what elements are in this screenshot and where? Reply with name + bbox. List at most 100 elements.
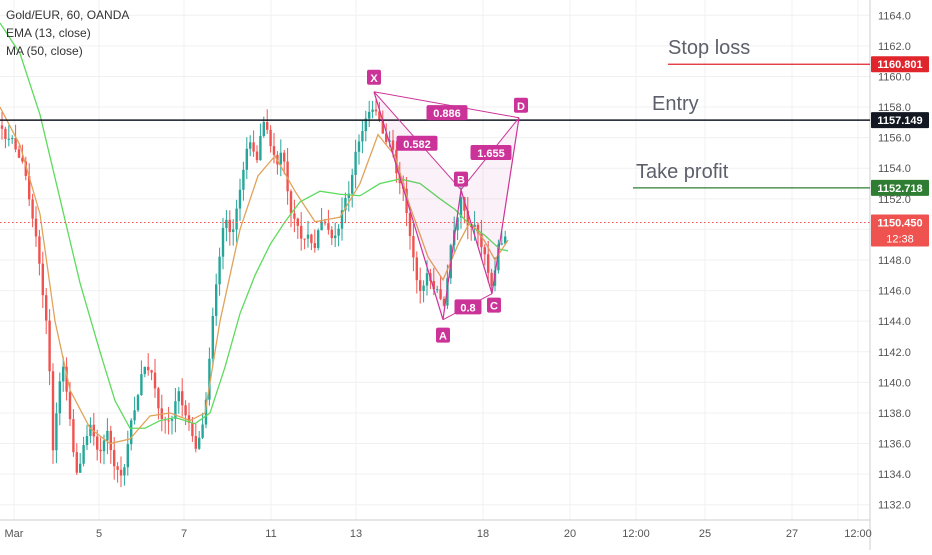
candle-body: [204, 399, 208, 425]
pattern-ratio-label: 0.8: [460, 302, 475, 314]
pattern-point-x: X: [370, 73, 378, 85]
candle-body: [432, 281, 435, 290]
y-tick-label: 1138.0: [878, 408, 911, 420]
y-tick-label: 1136.0: [878, 439, 911, 451]
candle-body: [279, 152, 282, 165]
candle-body: [497, 244, 500, 271]
candle-body: [215, 284, 218, 316]
pattern-point-badge: [454, 171, 468, 187]
candle-body: [89, 424, 92, 437]
candle-body: [82, 445, 85, 464]
candle-body: [500, 243, 503, 245]
candle-body: [320, 221, 323, 231]
x-tick-label: 25: [699, 528, 711, 540]
candle-body: [402, 183, 405, 189]
candle-body: [34, 218, 38, 237]
candle-body: [463, 197, 466, 211]
x-tick-label: Mar: [5, 528, 24, 540]
candle-body: [385, 133, 388, 142]
bar-countdown: 12:38: [886, 234, 914, 246]
candle-body: [106, 430, 109, 441]
pattern-fill-bcd: [461, 117, 519, 294]
y-tick-label: 1152.0: [878, 194, 911, 206]
candle-body: [238, 189, 242, 209]
x-tick-label: 7: [181, 528, 187, 540]
candle-body: [252, 142, 255, 152]
candle-body: [354, 151, 357, 175]
candle-body: [361, 131, 364, 142]
candle-body: [371, 109, 374, 112]
candle-body: [201, 424, 204, 438]
candle-body: [79, 463, 82, 473]
candle-body: [133, 410, 136, 421]
candle-body: [442, 298, 446, 306]
candle-body: [7, 138, 10, 140]
pattern-ratio-badge: [470, 144, 512, 160]
candle-body: [473, 224, 476, 228]
candle-body: [259, 135, 262, 161]
candle-body: [221, 227, 225, 257]
candle-body: [422, 285, 425, 291]
candle-body: [303, 238, 306, 240]
y-tick-label: 1164.0: [878, 10, 911, 22]
pattern-point-b: B: [457, 175, 465, 187]
candle-body: [344, 197, 347, 211]
candle-body: [157, 388, 160, 409]
candle-body: [113, 450, 116, 467]
candle-body: [109, 430, 112, 451]
x-tick-label: 5: [96, 528, 102, 540]
candle-body: [456, 217, 459, 231]
candle-body: [21, 157, 24, 162]
pattern-point-a: A: [439, 331, 447, 343]
level-price-label: 1152.718: [877, 183, 922, 195]
candle-body: [174, 401, 177, 419]
candle-body: [225, 219, 228, 228]
ma-50-line: [0, 22, 509, 429]
candle-body: [330, 229, 333, 239]
candle-body: [170, 418, 174, 421]
candle-body: [391, 140, 395, 150]
candle-body: [480, 233, 483, 248]
candle-body: [48, 320, 51, 372]
candle-body: [0, 125, 4, 129]
candle-body: [286, 161, 289, 192]
candle-body: [357, 141, 361, 152]
candle-body: [31, 199, 34, 219]
y-tick-label: 1134.0: [878, 469, 911, 481]
candle-body: [337, 228, 340, 236]
candle-body: [187, 415, 191, 423]
candle-body: [99, 449, 102, 452]
candle-body: [300, 225, 303, 239]
candle-body: [130, 420, 133, 445]
y-tick-label: 1156.0: [878, 133, 911, 145]
candle-body: [14, 138, 17, 150]
candle-body: [242, 169, 245, 190]
pattern-ratio-badge: [454, 299, 482, 315]
candle-body: [378, 111, 381, 121]
level-text-entry: Entry: [652, 93, 699, 115]
candle-body: [147, 366, 150, 371]
x-tick-label: 27: [786, 528, 798, 540]
candle-body: [228, 219, 231, 232]
candle-body: [327, 223, 330, 230]
x-tick-label: 11: [265, 528, 276, 540]
candle-body: [272, 146, 276, 155]
y-tick-label: 1146.0: [878, 286, 911, 298]
candle-body: [153, 372, 157, 389]
candle-body: [136, 395, 140, 411]
candle-body: [24, 161, 27, 176]
candle-body: [351, 174, 354, 194]
candle-body: [116, 466, 119, 470]
x-tick-label: 12:00: [622, 528, 650, 540]
candle-body: [126, 444, 129, 468]
current-price-tag: [871, 214, 929, 247]
candle-body: [490, 272, 493, 286]
candle-body: [381, 120, 384, 134]
candle-body: [177, 391, 180, 402]
pattern-point-badge: [487, 297, 501, 313]
candle-body: [476, 224, 480, 234]
candle-body: [62, 366, 65, 382]
candle-body: [208, 358, 211, 400]
